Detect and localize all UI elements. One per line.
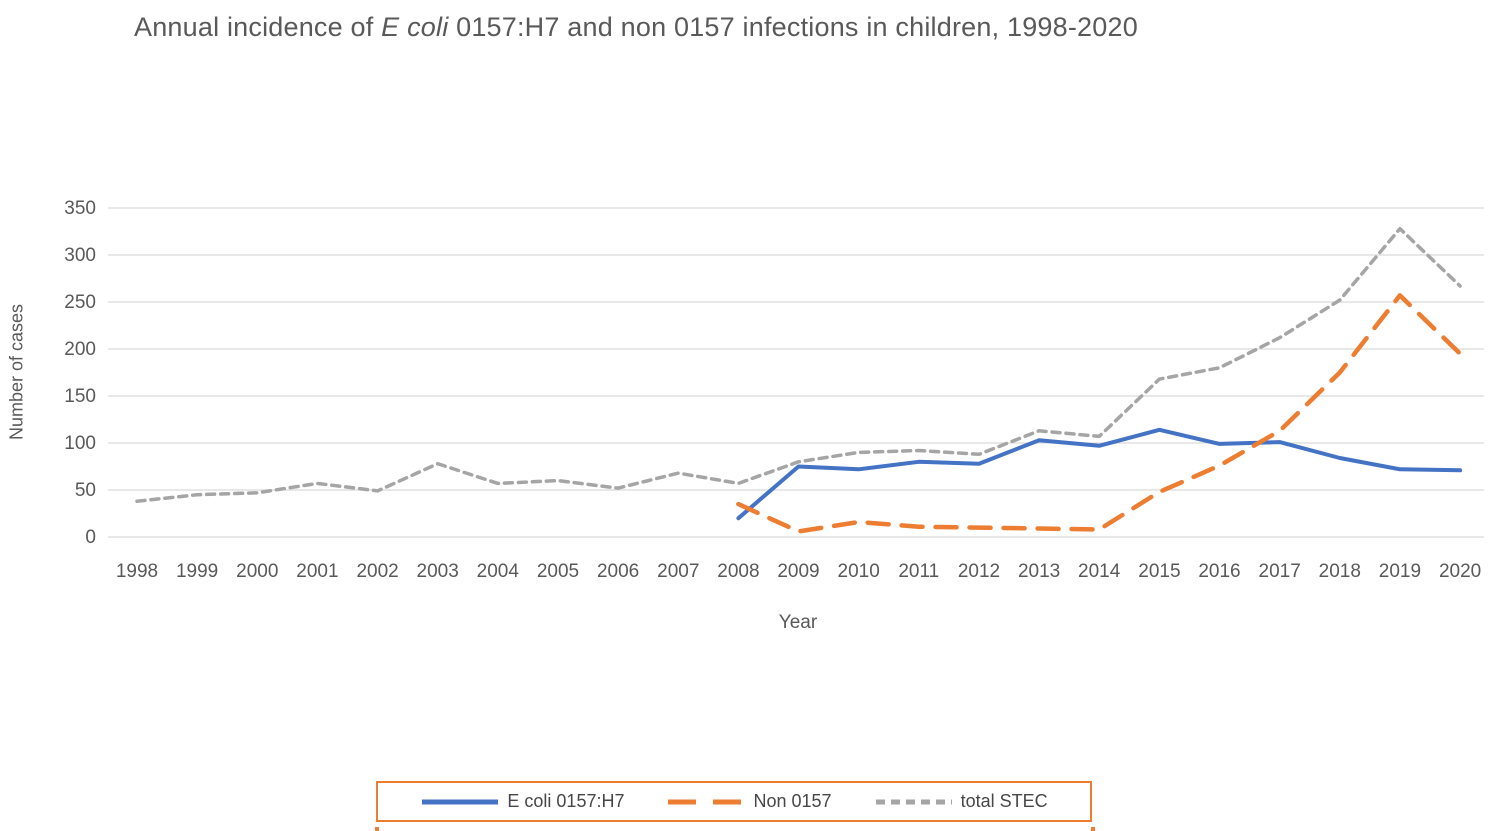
legend-label-ecoli-0157: E coli 0157:H7 bbox=[507, 791, 625, 811]
x-axis-title: Year bbox=[778, 612, 818, 633]
chart-title-part2: 0157:H7 and non 0157 infections in child… bbox=[448, 12, 1138, 42]
x-tick-label-2004: 2004 bbox=[477, 561, 520, 582]
x-tick-label-2010: 2010 bbox=[838, 561, 880, 582]
y-tick-label-350: 350 bbox=[64, 198, 96, 219]
partial-border-artifact-left bbox=[375, 827, 379, 831]
series-line-non-0157 bbox=[736, 293, 1463, 534]
x-tick-label-2016: 2016 bbox=[1198, 561, 1240, 582]
legend-item-non-0157: Non 0157 bbox=[666, 791, 832, 812]
x-tick-label-2007: 2007 bbox=[657, 561, 699, 582]
x-tick-label-2003: 2003 bbox=[417, 561, 459, 582]
x-tick-label-2015: 2015 bbox=[1138, 561, 1180, 582]
x-tick-label-2020: 2020 bbox=[1439, 561, 1481, 582]
x-tick-label-2002: 2002 bbox=[356, 561, 398, 582]
x-tick-label-1998: 1998 bbox=[116, 561, 158, 582]
x-tick-label-2012: 2012 bbox=[958, 561, 1000, 582]
y-tick-label-300: 300 bbox=[64, 245, 96, 266]
x-tick-label-2019: 2019 bbox=[1379, 561, 1421, 582]
legend-label-non-0157: Non 0157 bbox=[753, 791, 832, 811]
x-tick-label-2017: 2017 bbox=[1259, 561, 1301, 582]
series-line-e-coli-0157-h7 bbox=[736, 427, 1463, 521]
x-tick-label-2005: 2005 bbox=[537, 561, 579, 582]
chart-title-italic: E coli bbox=[381, 12, 449, 42]
y-tick-label-50: 50 bbox=[75, 480, 96, 501]
series-line-total-stec bbox=[135, 226, 1462, 504]
y-tick-label-250: 250 bbox=[64, 292, 96, 313]
x-tick-label-2014: 2014 bbox=[1078, 561, 1121, 582]
y-tick-label-150: 150 bbox=[64, 386, 96, 407]
plot-area: 0 50 100 150 200 250 300 350 1998 1999 2000 2001 200… bbox=[64, 198, 1484, 582]
x-tick-label-2018: 2018 bbox=[1319, 561, 1361, 582]
y-tick-label-0: 0 bbox=[85, 527, 96, 548]
legend-line-sample-ecoli-0157 bbox=[422, 799, 499, 804]
x-tick-label-2000: 2000 bbox=[236, 561, 278, 582]
x-tick-label-2013: 2013 bbox=[1018, 561, 1060, 582]
x-tick-label-2008: 2008 bbox=[717, 561, 759, 582]
legend-label-total-stec: total STEC bbox=[960, 791, 1048, 811]
legend: E coli 0157:H7 Non 0157 total STEC bbox=[376, 781, 1092, 822]
legend-line-sample-total-stec bbox=[875, 799, 952, 804]
x-tick-label-2001: 2001 bbox=[296, 561, 338, 582]
x-tick-label-2011: 2011 bbox=[898, 561, 939, 582]
chart-title-part1: Annual incidence of bbox=[134, 12, 382, 42]
chart-title: Annual incidence of E coli 0157:H7 and n… bbox=[134, 12, 1138, 43]
x-tick-label-2006: 2006 bbox=[597, 561, 639, 582]
y-tick-label-200: 200 bbox=[64, 339, 96, 360]
legend-item-ecoli-0157: E coli 0157:H7 bbox=[420, 791, 624, 812]
x-tick-label-2009: 2009 bbox=[777, 561, 819, 582]
legend-line-sample-non-0157 bbox=[668, 799, 745, 804]
x-tick-label-1999: 1999 bbox=[176, 561, 218, 582]
legend-item-total-stec: total STEC bbox=[874, 791, 1048, 812]
y-tick-label-100: 100 bbox=[64, 433, 96, 454]
partial-border-artifact-right bbox=[1091, 827, 1095, 831]
